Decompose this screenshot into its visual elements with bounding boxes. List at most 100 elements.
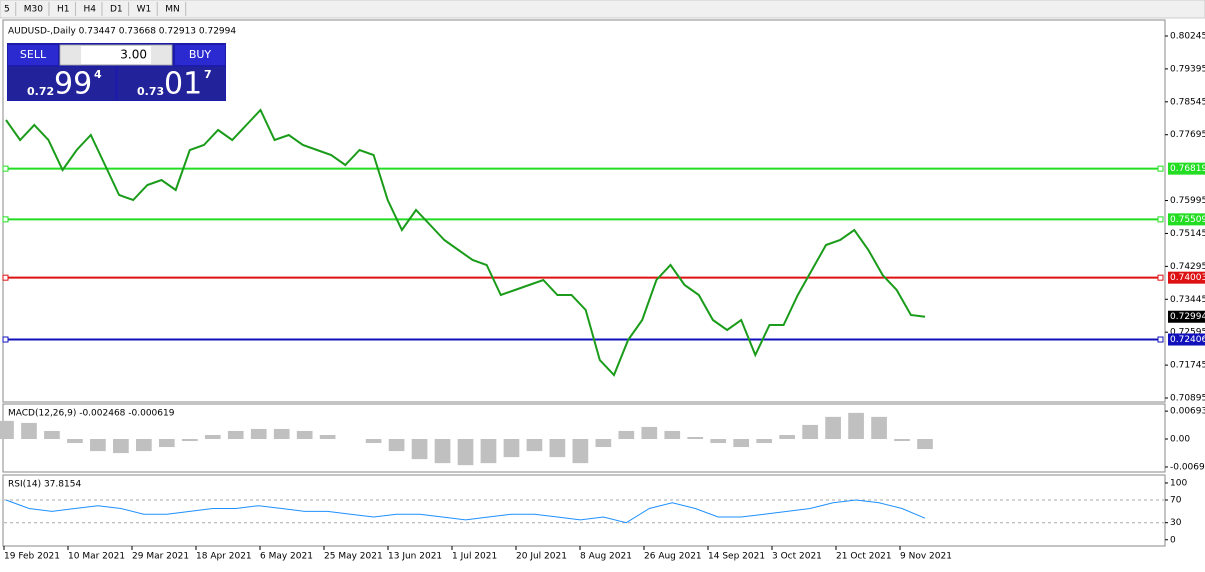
histogram-bar: [273, 428, 290, 440]
histogram-bar: [296, 430, 313, 440]
histogram-bar: [871, 416, 887, 440]
level-handle: [1157, 165, 1164, 172]
y-tick-label: 0: [1170, 535, 1176, 545]
sell-price-main: 99: [54, 67, 92, 102]
one-click-panel: SELL 3.00 BUY 0.72 99 4 0.73 01 7: [7, 43, 226, 102]
histogram-bar: [67, 439, 83, 444]
lots-input[interactable]: [59, 44, 173, 66]
timeframe-tab[interactable]: H4: [83, 5, 96, 15]
lots-value[interactable]: 3.00: [120, 48, 147, 62]
y-tick-label: 0.75145: [1170, 229, 1205, 239]
y-tick-label: 0.71745: [1170, 361, 1205, 371]
histogram-bar: [664, 430, 681, 440]
y-tick-label: 0.72595: [1170, 328, 1205, 338]
sell-price-box[interactable]: [8, 67, 115, 100]
level-handle: [2, 165, 9, 172]
histogram-bar: [181, 439, 198, 442]
x-tick-label: 25 May 2021: [324, 552, 383, 562]
x-tick-label: 18 Apr 2021: [196, 552, 252, 562]
y-tick-label: 0.80245: [1170, 31, 1205, 41]
x-tick-label: 1 Jul 2021: [452, 552, 497, 562]
y-tick-label: 0.79395: [1170, 64, 1205, 74]
level-handle: [1157, 274, 1164, 281]
level-handle: [2, 274, 9, 281]
x-tick-label: 21 Oct 2021: [836, 552, 892, 562]
histogram-bar: [480, 439, 497, 464]
y-tick-label: 0.75995: [1170, 196, 1205, 206]
x-tick-label: 8 Aug 2021: [580, 552, 632, 562]
rsi-panel: [2, 474, 1166, 547]
level-handle: [2, 216, 9, 223]
histogram-bar: [90, 439, 106, 452]
histogram-bar: [641, 426, 658, 440]
histogram-bar: [549, 439, 566, 458]
histogram-bar: [825, 416, 841, 440]
sell-label[interactable]: SELL: [20, 48, 47, 61]
histogram-bar: [434, 439, 451, 464]
histogram-bar: [733, 439, 750, 448]
histogram-bar: [848, 412, 864, 440]
lots-down[interactable]: [61, 46, 81, 64]
buy-price-small: 7: [204, 68, 212, 81]
histogram-bar: [572, 439, 589, 464]
level-label: 0.76819: [1170, 164, 1205, 174]
histogram-bar: [503, 439, 520, 458]
level-label-bg: [1168, 213, 1205, 226]
timeframe-tab[interactable]: W1: [137, 5, 152, 15]
buy-label[interactable]: BUY: [189, 48, 212, 61]
toolbar: [0, 0, 1205, 19]
buy-price-box[interactable]: [118, 67, 225, 100]
level-handle: [2, 336, 9, 343]
price-line: [5, 499, 926, 524]
y-tick-label: 100: [1170, 478, 1187, 488]
histogram-bar: [917, 439, 933, 450]
histogram-bar: [204, 434, 221, 440]
histogram-bar: [894, 439, 910, 442]
x-tick-label: 10 Mar 2021: [68, 552, 125, 562]
histogram-bar: [158, 439, 175, 448]
level-handle: [1157, 216, 1164, 223]
x-tick-label: 3 Oct 2021: [772, 552, 822, 562]
timeframe-tab[interactable]: H1: [57, 5, 70, 15]
histogram-bar: [136, 439, 152, 452]
x-tick-label: 19 Feb 2021: [4, 552, 60, 562]
histogram-bar: [0, 420, 14, 440]
timeframe-tab[interactable]: MN: [165, 5, 180, 15]
y-tick-label: 30: [1170, 518, 1182, 528]
x-tick-label: 13 Jun 2021: [388, 552, 442, 562]
rsi-title: RSI(14) 37.8154: [8, 480, 81, 490]
histogram-bar: [710, 439, 727, 444]
level-label-bg: [1168, 271, 1205, 284]
y-tick-label: 0.78545: [1170, 97, 1205, 107]
price-panel: [2, 19, 1166, 403]
level-label: 0.72406: [1170, 335, 1205, 345]
sell-price-small: 4: [94, 68, 102, 81]
price-line: [5, 108, 926, 377]
timeframe-tab[interactable]: D1: [110, 5, 123, 15]
current-price-bg: [1168, 310, 1205, 323]
sell-button[interactable]: [8, 45, 58, 65]
x-tick-label: 29 Mar 2021: [132, 552, 189, 562]
histogram-bar: [526, 439, 543, 452]
macd-title: MACD(12,26,9) -0.002468 -0.000619: [8, 409, 175, 419]
histogram-bar: [44, 430, 60, 440]
buy-button[interactable]: [175, 45, 225, 65]
y-tick-label: 0.00693: [1170, 407, 1205, 417]
y-tick-label: 0.77695: [1170, 130, 1205, 140]
level-label-bg: [1168, 162, 1205, 175]
x-tick-label: 9 Nov 2021: [900, 552, 952, 562]
histogram-bar: [388, 439, 405, 452]
histogram-bar: [802, 424, 818, 440]
level-handle: [1157, 336, 1164, 343]
x-tick-label: 6 May 2021: [260, 552, 313, 562]
lots-up[interactable]: [151, 46, 171, 64]
chart-title: AUDUSD-,Daily 0.73447 0.73668 0.72913 0.…: [8, 27, 236, 37]
timeframe-tab[interactable]: 5: [4, 5, 10, 15]
timeframe-tab[interactable]: M30: [24, 5, 43, 15]
buy-price-prefix: 0.73: [137, 85, 164, 98]
histogram-bar: [595, 439, 612, 448]
histogram-bar: [411, 439, 428, 460]
histogram-bar: [779, 434, 795, 440]
histogram-bar: [618, 430, 635, 440]
